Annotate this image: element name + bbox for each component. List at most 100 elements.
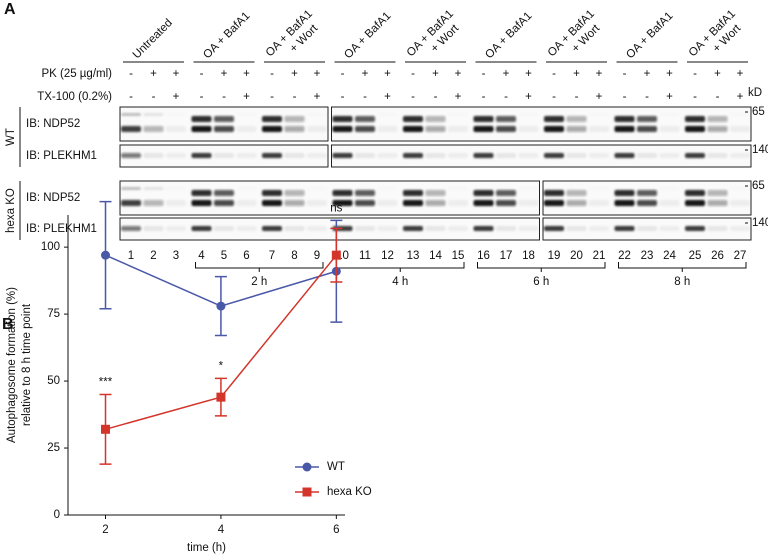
band — [496, 226, 516, 231]
band — [284, 200, 305, 206]
band — [566, 153, 587, 158]
lane-number: 23 — [641, 250, 654, 262]
band — [730, 200, 750, 206]
band — [191, 226, 212, 231]
column-header: OA + BafA1+ Wort — [546, 8, 607, 69]
band — [403, 190, 423, 196]
band — [403, 153, 423, 158]
band — [707, 126, 728, 132]
time-label: 2 h — [251, 276, 267, 288]
band — [496, 190, 516, 196]
treatment-sign: + — [384, 68, 391, 80]
column-header: OA + BafA1 — [201, 10, 252, 61]
unit-label: kD — [748, 87, 762, 99]
treatment-sign: - — [623, 68, 627, 80]
treatment-sign: - — [270, 91, 274, 103]
legend-label: hexa KO — [327, 486, 372, 498]
band — [236, 200, 257, 206]
lane-number: 15 — [452, 250, 465, 262]
treatment-sign: - — [270, 68, 274, 80]
band — [685, 190, 705, 196]
treatment-sign: + — [455, 68, 462, 80]
lane-number: 13 — [407, 250, 420, 262]
marker-label: 65 — [752, 106, 765, 118]
blot-frame — [331, 144, 752, 168]
band — [403, 116, 423, 122]
band — [730, 113, 750, 116]
y-axis-label: Autophagosome formation (%) — [6, 287, 18, 443]
treatment-sign: + — [432, 68, 439, 80]
band — [214, 226, 234, 231]
band — [425, 116, 446, 122]
treatment-sign: - — [482, 91, 486, 103]
treatment-label: PK (25 µg/ml) — [41, 68, 112, 80]
band — [191, 153, 212, 158]
band — [143, 226, 164, 231]
band — [659, 200, 680, 206]
band — [143, 200, 164, 206]
lane-number: 17 — [500, 250, 513, 262]
treatment-sign: + — [644, 68, 651, 80]
band — [637, 200, 657, 206]
band — [166, 200, 186, 206]
treatment-sign: - — [129, 68, 133, 80]
band — [191, 190, 212, 196]
band — [473, 190, 494, 196]
band — [589, 226, 609, 231]
band — [166, 226, 186, 231]
lane-number: 2 — [150, 250, 156, 262]
column-header: OA + BafA1+ Wort — [405, 8, 466, 69]
treatment-sign: - — [575, 91, 579, 103]
band — [544, 153, 564, 158]
band — [707, 200, 728, 206]
band — [284, 126, 305, 132]
band — [519, 187, 539, 190]
band — [707, 226, 728, 231]
band — [237, 113, 257, 116]
band — [685, 116, 705, 122]
lane-number: 20 — [570, 250, 583, 262]
band — [284, 116, 305, 122]
band — [730, 187, 750, 190]
treatment-sign: + — [314, 91, 321, 103]
band — [685, 153, 705, 158]
time-bracket — [336, 262, 465, 272]
band — [191, 200, 212, 206]
band — [473, 200, 494, 206]
lane-number: 16 — [477, 250, 490, 262]
treatment-sign: + — [666, 91, 673, 103]
treatment-sign: - — [482, 68, 486, 80]
treatment-sign: - — [129, 91, 133, 103]
band — [473, 116, 494, 122]
band — [403, 126, 423, 132]
band — [660, 187, 680, 190]
treatment-sign: + — [173, 91, 180, 103]
band — [425, 153, 446, 158]
band — [544, 190, 564, 196]
band — [403, 226, 423, 231]
lane-number: 9 — [314, 250, 320, 262]
band — [143, 113, 164, 116]
band — [332, 116, 353, 122]
band — [332, 190, 353, 196]
band — [355, 153, 375, 158]
treatment-label: TX-100 (0.2%) — [37, 91, 112, 103]
band — [707, 116, 728, 122]
treatment-sign: - — [434, 91, 438, 103]
band — [143, 187, 164, 190]
band — [307, 153, 327, 158]
treatment-sign: - — [552, 91, 556, 103]
column-header: Untreated — [131, 17, 175, 61]
band — [707, 153, 728, 158]
lane-number: 24 — [663, 250, 676, 262]
band — [214, 126, 234, 132]
band — [473, 153, 494, 158]
treatment-sign: + — [737, 91, 744, 103]
band — [307, 113, 327, 116]
treatment-sign: + — [243, 68, 250, 80]
band — [544, 126, 564, 132]
band — [518, 126, 539, 132]
band — [659, 226, 680, 231]
band — [262, 190, 282, 196]
panel-label: B — [2, 316, 14, 333]
